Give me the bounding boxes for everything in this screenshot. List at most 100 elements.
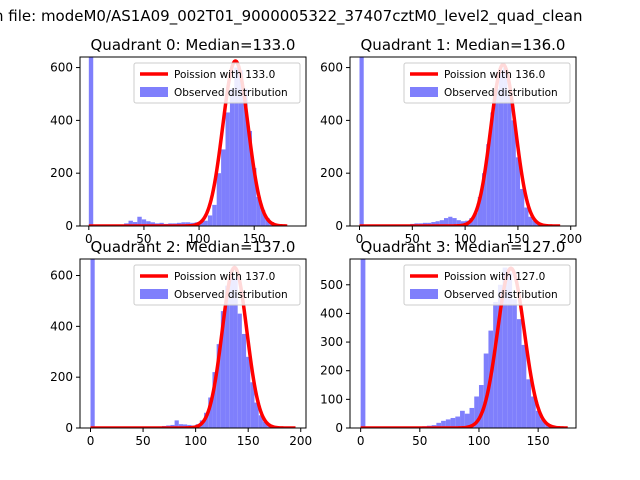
- hist-bar: [88, 57, 94, 226]
- hist-bar: [246, 356, 251, 428]
- y-tick-label: 0: [335, 219, 343, 233]
- hist-bar: [507, 93, 512, 226]
- hist-bar: [460, 410, 465, 428]
- hist-bar: [497, 284, 503, 428]
- subplot-title: Quadrant 0: Median=133.0: [91, 36, 296, 54]
- axes-frame: [349, 258, 577, 429]
- x-tick-label: 150: [237, 434, 260, 448]
- hist-bar: [452, 218, 457, 226]
- x-tick-label: 50: [405, 232, 420, 246]
- y-tick-label: 400: [320, 113, 343, 127]
- x-tick-label: 50: [412, 434, 427, 448]
- hist-bar: [251, 167, 257, 226]
- hist-bar: [507, 273, 513, 428]
- hist-bar: [482, 173, 487, 226]
- hist-bar: [511, 120, 516, 226]
- legend-fit-label: Poission with 137.0: [174, 271, 275, 283]
- y-tick-label: 400: [320, 306, 343, 320]
- x-tick-label: 150: [243, 232, 266, 246]
- y-tick-label: 200: [320, 364, 343, 378]
- hist-bar: [436, 422, 442, 428]
- legend-hist-label: Observed distribution: [174, 87, 288, 99]
- hist-bar: [216, 173, 222, 226]
- y-tick-label: 300: [320, 335, 343, 349]
- hist-bar: [265, 218, 270, 226]
- hist-bar: [528, 216, 533, 226]
- x-tick-label: 200: [289, 434, 312, 448]
- hist-bar: [207, 215, 213, 226]
- hist-bar: [490, 112, 495, 226]
- hist-bar: [540, 419, 546, 428]
- hist-bar: [250, 382, 255, 428]
- x-tick-label: 200: [559, 232, 582, 246]
- hist-bar: [486, 144, 491, 226]
- x-tick-label: 100: [184, 434, 207, 448]
- hist-bar: [448, 216, 453, 226]
- hist-bar: [456, 220, 461, 226]
- subplot-q1: 0 50 100 150 200 0 200 400 600 Quadrant 1: Median…: [320, 36, 582, 246]
- hist-bar: [258, 415, 263, 428]
- y-tick-label: 600: [50, 61, 73, 75]
- subplot-title: Quadrant 1: Median=136.0: [361, 36, 566, 54]
- hist-bar: [203, 220, 208, 226]
- hist-bar: [216, 344, 221, 428]
- hist-bar: [178, 424, 184, 428]
- hist-bar: [503, 67, 508, 226]
- x-tick-label: 0: [356, 232, 364, 246]
- legend-fit-label: Poission with 133.0: [174, 69, 275, 81]
- axes-frame: [79, 258, 307, 429]
- hist-bar: [464, 413, 470, 428]
- x-tick-label: 150: [506, 232, 529, 246]
- y-tick-label: 400: [50, 319, 73, 333]
- hist-bar: [441, 420, 446, 428]
- x-tick-label: 50: [136, 232, 151, 246]
- hist-bar: [243, 88, 248, 226]
- hist-bar: [238, 70, 244, 226]
- hist-bar: [212, 372, 217, 428]
- figure-suptitle: n file: modeM0/AS1A09_002T01_9000005322_…: [0, 7, 583, 26]
- legend-fit-label: Poission with 136.0: [444, 69, 545, 81]
- hist-bar: [477, 196, 483, 226]
- hist-bar: [512, 299, 517, 428]
- hist-bar: [521, 344, 527, 428]
- legend-hist-swatch: [410, 289, 438, 299]
- subplot-q0: 0 50 100 150 0 200 400 600 Quadrant 0: Median=13…: [50, 36, 307, 246]
- hist-bar: [262, 421, 268, 428]
- hist-bar: [516, 319, 522, 428]
- hist-bar: [229, 88, 235, 226]
- hist-bar: [233, 278, 238, 428]
- hist-bar: [531, 396, 536, 428]
- hist-bar: [502, 267, 508, 428]
- hist-bar: [469, 407, 475, 428]
- hist-bar: [229, 270, 234, 428]
- legend-hist-label: Observed distribution: [444, 289, 558, 301]
- x-tick-label: 100: [468, 434, 491, 448]
- hist-bar: [254, 402, 259, 428]
- hist-bar: [234, 67, 239, 226]
- legend-fit-label: Poission with 127.0: [444, 271, 545, 283]
- hist-bar: [247, 130, 252, 226]
- hist-bar: [132, 222, 138, 226]
- hist-bar: [473, 212, 478, 226]
- hist-bar: [128, 220, 133, 226]
- x-tick-label: 0: [87, 434, 95, 448]
- hist-bar: [212, 204, 217, 226]
- y-tick-label: 600: [320, 61, 343, 75]
- x-tick-label: 50: [135, 434, 150, 448]
- hist-bar: [220, 311, 226, 428]
- hist-bar: [450, 417, 456, 428]
- y-tick-label: 0: [65, 421, 73, 435]
- hist-bar: [493, 301, 498, 428]
- hist-bar: [181, 222, 186, 226]
- hist-bar: [241, 333, 247, 428]
- hist-bar: [498, 70, 504, 226]
- y-tick-label: 0: [335, 421, 343, 435]
- legend-hist-label: Observed distribution: [174, 289, 288, 301]
- hist-bar: [526, 379, 532, 428]
- hist-bar: [483, 353, 489, 428]
- hist-bar: [141, 219, 147, 226]
- hist-bar: [445, 419, 451, 428]
- y-tick-label: 200: [50, 166, 73, 180]
- fit-curve: [89, 265, 297, 428]
